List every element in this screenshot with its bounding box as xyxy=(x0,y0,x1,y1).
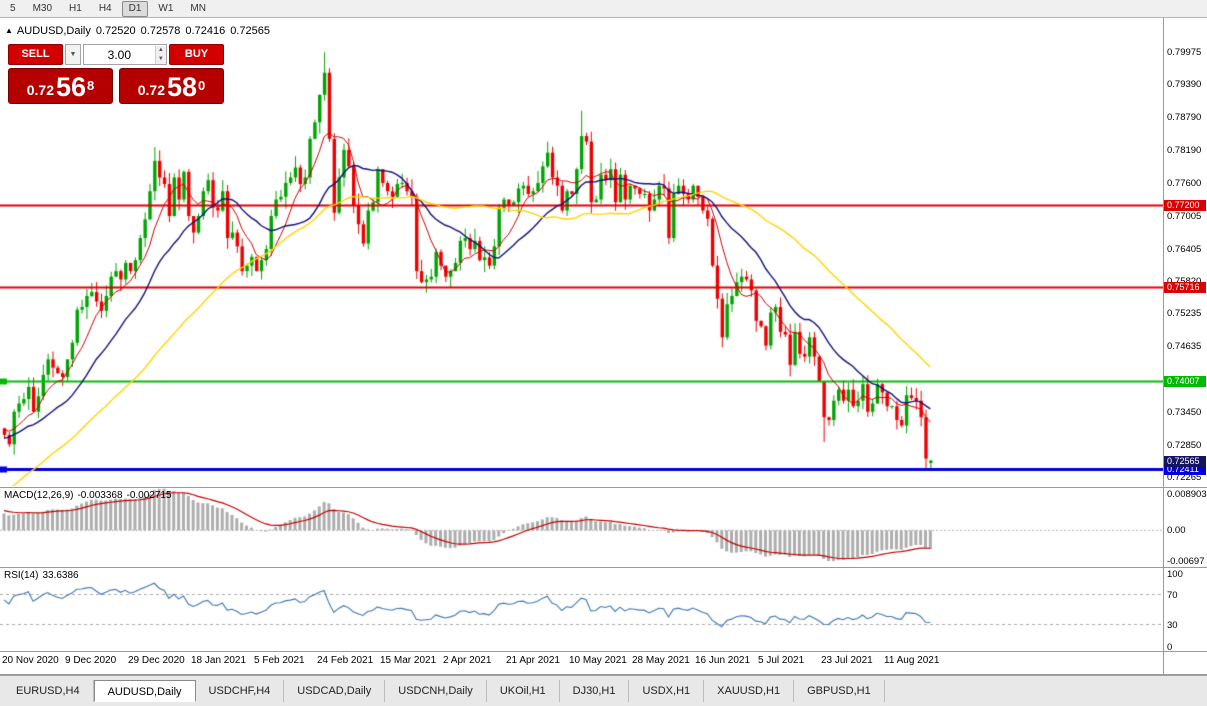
low-value: 0.72416 xyxy=(185,25,226,37)
tab-usdx[interactable]: USDX,H1 xyxy=(629,680,705,702)
rsi-panel-divider[interactable] xyxy=(0,567,1207,568)
sell-price-point: 8 xyxy=(87,78,95,93)
tab-xauusd[interactable]: XAUUSD,H1 xyxy=(704,680,795,702)
date-label: 29 Dec 2020 xyxy=(128,655,185,666)
macd-axis-label: 0.008903 xyxy=(1167,489,1207,500)
date-label: 24 Feb 2021 xyxy=(317,655,374,666)
date-label: 2 Apr 2021 xyxy=(443,655,492,666)
date-label: 16 Jun 2021 xyxy=(695,655,751,666)
price-tick-label: 0.78190 xyxy=(1167,145,1202,157)
date-label: 18 Jan 2021 xyxy=(191,655,247,666)
volume-dropdown-icon[interactable]: ▼ xyxy=(65,44,81,65)
timeframe-h1[interactable]: H1 xyxy=(69,2,82,14)
chart-collapse-icon[interactable]: ▲ xyxy=(5,26,13,35)
tab-usdchf[interactable]: USDCHF,H4 xyxy=(195,680,285,702)
tab-gbpusd[interactable]: GBPUSD,H1 xyxy=(794,680,885,702)
sell-price-button[interactable]: 0.72 56 8 xyxy=(8,68,113,104)
volume-input[interactable] xyxy=(84,47,155,62)
time-axis-divider xyxy=(0,651,1207,652)
chart-tab-bar: EURUSD,H4 AUDUSD,Daily USDCHF,H4 USDCAD,Dai… xyxy=(3,680,885,702)
rsi-axis-label: 0 xyxy=(1167,642,1173,653)
rsi-axis-label: 70 xyxy=(1167,589,1178,601)
rsi-axis-label: 30 xyxy=(1167,619,1178,631)
chart-bottom-divider xyxy=(0,674,1207,675)
macd-axis-label: -0.00697 xyxy=(1167,556,1205,568)
volume-spinner: ▲ ▼ xyxy=(154,45,166,64)
buy-price-point: 0 xyxy=(198,78,206,93)
buy-price-button[interactable]: 0.72 58 0 xyxy=(119,68,224,104)
rsi-indicator-canvas[interactable] xyxy=(0,568,1163,650)
tab-usdcad[interactable]: USDCAD,Daily xyxy=(284,680,386,702)
tab-eurusd[interactable]: EURUSD,H4 xyxy=(3,680,94,702)
buy-price-pips: 58 xyxy=(166,72,198,102)
one-click-trading-panel: SELL ▼ ▲ ▼ BUY 0.72 56 8 0.72 58 0 xyxy=(8,44,224,104)
macd-indicator-canvas[interactable] xyxy=(0,488,1163,566)
macd-label: MACD(12,26,9) -0.003368 -0.002715 xyxy=(4,490,172,501)
date-label: 10 May 2021 xyxy=(569,655,627,666)
price-tick-label: 0.75820 xyxy=(1167,276,1201,287)
level-price-box: 0.74007 xyxy=(1164,376,1206,388)
date-label: 15 Mar 2021 xyxy=(380,655,437,666)
sell-price-base: 0.72 xyxy=(26,82,54,98)
price-tick-label: 0.79975 xyxy=(1167,47,1202,58)
buy-price-base: 0.72 xyxy=(137,82,165,98)
price-tick-label: 0.75235 xyxy=(1167,308,1202,320)
macd-panel-divider[interactable] xyxy=(0,487,1207,488)
timeframe-5[interactable]: 5 xyxy=(10,2,16,14)
price-tick-label: 0.77005 xyxy=(1167,210,1202,222)
date-label: 5 Jul 2021 xyxy=(758,655,805,666)
timeframe-bar: 5 M30 H1 H4 D1 W1 MN xyxy=(0,0,1207,18)
timeframe-h4[interactable]: H4 xyxy=(98,2,112,14)
timeframe-mn[interactable]: MN xyxy=(190,2,206,14)
open-value: 0.72520 xyxy=(95,25,136,37)
price-tick-label: 0.72850 xyxy=(1167,439,1202,451)
date-label: 11 Aug 2021 xyxy=(884,655,940,666)
high-value: 0.72578 xyxy=(140,25,181,37)
date-label: 23 Jul 2021 xyxy=(821,655,873,666)
date-label: 5 Feb 2021 xyxy=(254,655,305,666)
price-tick-label: 0.77600 xyxy=(1167,177,1202,189)
price-tick-label: 0.74635 xyxy=(1167,341,1202,353)
price-tick-label: 0.73450 xyxy=(1167,406,1202,418)
price-tick-label: 0.72265 xyxy=(1167,472,1202,484)
tab-audusd[interactable]: AUDUSD,Daily xyxy=(93,680,196,702)
current-price-box: 0.72565 xyxy=(1164,455,1206,467)
rsi-label: RSI(14) 33.6386 xyxy=(4,570,79,581)
volume-decrease-icon[interactable]: ▼ xyxy=(155,54,166,64)
chart-symbol-label: AUDUSD,Daily xyxy=(16,25,91,37)
volume-increase-icon[interactable]: ▲ xyxy=(155,45,166,55)
timeframe-d1[interactable]: D1 xyxy=(121,0,149,17)
price-tick-label: 0.78790 xyxy=(1167,112,1202,124)
chart-ohlc-header: ▲ AUDUSD,Daily 0.72520 0.72578 0.72416 0.7256… xyxy=(5,25,270,37)
sell-button[interactable]: SELL xyxy=(8,44,63,65)
timeframe-m30[interactable]: M30 xyxy=(32,2,53,14)
price-tick-label: 0.79390 xyxy=(1167,79,1202,91)
rsi-axis-label: 100 xyxy=(1167,569,1183,580)
timeframe-w1[interactable]: W1 xyxy=(158,2,174,14)
date-label: 9 Dec 2020 xyxy=(65,655,117,666)
date-label: 28 May 2021 xyxy=(632,655,690,666)
price-axis-divider xyxy=(1163,18,1164,674)
tab-dj30[interactable]: DJ30,H1 xyxy=(559,680,630,702)
price-tick-label: 0.76405 xyxy=(1167,243,1202,255)
level-price-box: 0.75716 xyxy=(1164,281,1206,293)
tab-usdcnh[interactable]: USDCNH,Daily xyxy=(385,680,487,702)
date-label: 20 Nov 2020 xyxy=(2,655,59,666)
level-price-box: 0.72411 xyxy=(1164,464,1206,476)
close-value: 0.72565 xyxy=(230,25,270,37)
macd-axis-label: 0.00 xyxy=(1167,525,1186,537)
volume-field-wrap: ▲ ▼ xyxy=(83,44,167,65)
tab-ukoil[interactable]: UKOil,H1 xyxy=(486,680,560,702)
price-axis: 0.79975 0.79390 0.78790 0.78190 0.77600 0.770… xyxy=(1164,0,1207,706)
buy-button[interactable]: BUY xyxy=(169,44,224,65)
date-label: 21 Apr 2021 xyxy=(506,655,560,666)
sell-price-pips: 56 xyxy=(55,72,87,102)
time-axis: 20 Nov 2020 9 Dec 2020 29 Dec 2020 18 Jan 2… xyxy=(0,653,1163,671)
level-price-box: 0.77200 xyxy=(1164,200,1206,211)
